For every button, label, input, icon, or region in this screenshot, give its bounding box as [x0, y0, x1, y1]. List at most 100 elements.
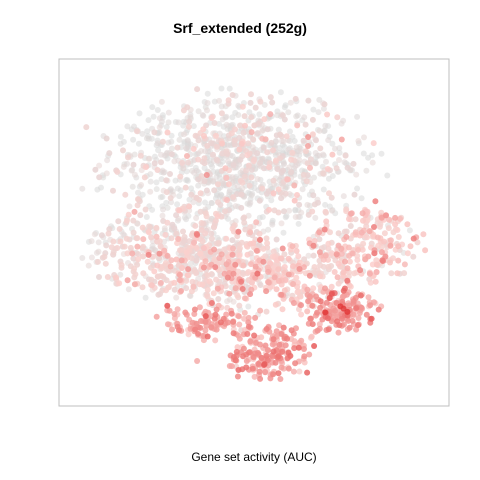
- scatter-point: [153, 179, 160, 186]
- scatter-point: [202, 313, 209, 320]
- scatter-point: [212, 264, 219, 271]
- scatter-point: [241, 315, 248, 322]
- scatter-point: [157, 194, 164, 201]
- scatter-point: [332, 145, 338, 152]
- scatter-point: [278, 364, 285, 371]
- scatter-point: [278, 195, 285, 202]
- scatter-point: [289, 149, 296, 156]
- scatter-point: [326, 190, 332, 197]
- scatter-point: [401, 261, 408, 268]
- scatter-point: [197, 324, 204, 331]
- scatter-point: [138, 182, 145, 188]
- scatter-point: [305, 252, 312, 259]
- scatter-point: [261, 101, 268, 108]
- scatter-point: [204, 286, 211, 293]
- scatter-point: [236, 245, 243, 252]
- scatter-point: [102, 260, 109, 267]
- scatter-point: [251, 373, 258, 380]
- scatter-point: [117, 271, 124, 278]
- scatter-point: [292, 206, 299, 213]
- scatter-point: [271, 274, 278, 281]
- scatter-point: [217, 319, 224, 326]
- scatter-point: [347, 223, 354, 229]
- scatter-point: [380, 258, 386, 264]
- scatter-point: [333, 299, 340, 306]
- scatter-point: [201, 133, 207, 139]
- scatter-point: [264, 126, 271, 133]
- scatter-point: [304, 286, 311, 293]
- scatter-point: [151, 268, 158, 275]
- scatter-point: [188, 232, 195, 239]
- scatter-point: [120, 163, 127, 170]
- scatter-point: [219, 116, 226, 123]
- scatter-point: [275, 266, 282, 273]
- scatter-point: [153, 313, 160, 320]
- scatter-point: [371, 250, 378, 257]
- scatter-point: [336, 149, 343, 156]
- scatter-point: [359, 210, 366, 217]
- scatter-point: [345, 244, 352, 251]
- scatter-point: [278, 169, 285, 176]
- scatter-point: [158, 176, 165, 183]
- scatter-point: [193, 215, 200, 221]
- scatter-point: [158, 265, 165, 272]
- scatter-point: [344, 164, 351, 171]
- scatter-point: [262, 369, 269, 375]
- scatter-point: [296, 368, 303, 375]
- scatter-point: [197, 318, 204, 324]
- scatter-point: [311, 238, 318, 244]
- scatter-point: [213, 306, 220, 313]
- scatter-point: [248, 91, 254, 98]
- scatter-point: [341, 228, 348, 235]
- scatter-point: [198, 173, 205, 180]
- scatter-point: [175, 119, 182, 126]
- scatter-point: [144, 258, 151, 265]
- scatter-point: [218, 110, 225, 117]
- scatter-point: [368, 315, 375, 322]
- scatter-point: [299, 186, 306, 193]
- scatter-point: [308, 333, 315, 340]
- scatter-point: [334, 318, 341, 325]
- scatter-point: [259, 214, 266, 220]
- scatter-point: [263, 326, 270, 332]
- scatter-point: [293, 113, 300, 120]
- scatter-point: [344, 265, 351, 272]
- scatter-point: [193, 320, 200, 327]
- scatter-point: [359, 246, 366, 253]
- scatter-point: [228, 310, 235, 317]
- scatter-point: [280, 229, 287, 236]
- scatter-point: [344, 308, 351, 315]
- scatter-point: [200, 245, 207, 252]
- scatter-point: [317, 298, 324, 305]
- scatter-point: [296, 266, 303, 272]
- scatter-point: [257, 236, 263, 243]
- scatter-point: [295, 220, 302, 227]
- scatter-point: [263, 352, 270, 359]
- scatter-point: [213, 174, 220, 180]
- scatter-point: [223, 174, 230, 181]
- scatter-point: [275, 370, 282, 377]
- scatter-point: [139, 284, 146, 291]
- scatter-point: [313, 137, 319, 144]
- scatter-point: [176, 193, 183, 200]
- scatter-point: [194, 86, 201, 93]
- scatter-point: [203, 213, 210, 220]
- scatter-point: [98, 184, 104, 191]
- scatter-point: [156, 255, 163, 262]
- scatter-point: [117, 238, 124, 245]
- scatter-point: [213, 132, 219, 139]
- scatter-point: [171, 279, 178, 286]
- scatter-point: [300, 137, 307, 144]
- scatter-point: [325, 326, 332, 333]
- scatter-point: [276, 322, 283, 329]
- scatter-point: [120, 147, 126, 154]
- scatter-point: [295, 344, 302, 351]
- scatter-point: [106, 150, 113, 157]
- scatter-point: [269, 221, 276, 228]
- scatter-point: [281, 264, 288, 270]
- scatter-point: [341, 159, 348, 166]
- scatter-point: [247, 199, 254, 206]
- scatter-point: [298, 337, 305, 344]
- scatter-point: [353, 326, 360, 333]
- scatter-point: [392, 214, 399, 221]
